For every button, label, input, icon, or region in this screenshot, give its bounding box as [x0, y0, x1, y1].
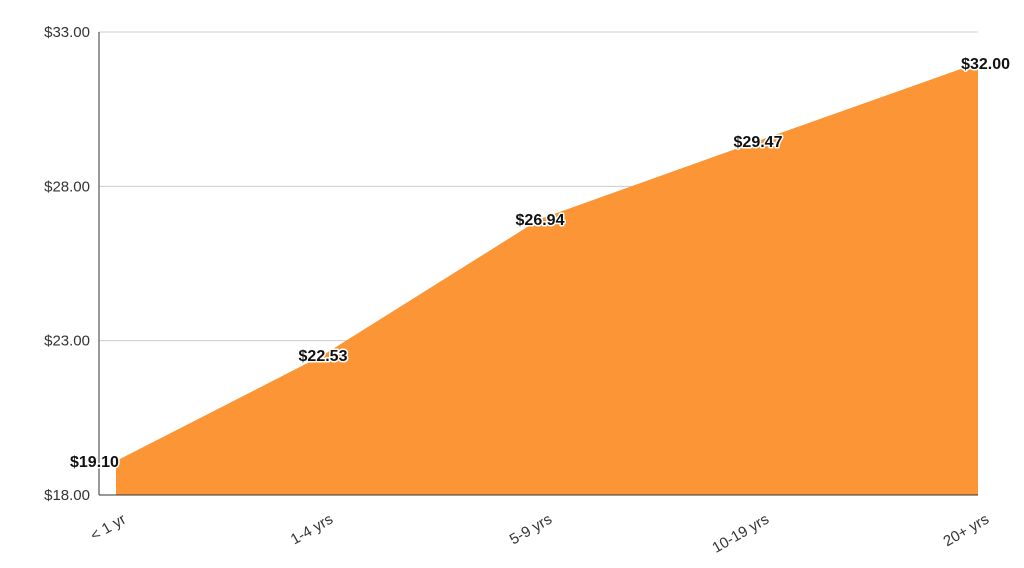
y-tick-label: $23.00 [44, 333, 90, 350]
y-tick-label: $28.00 [44, 178, 90, 195]
x-tick-label: 5-9 yrs [507, 511, 555, 549]
x-axis-ticks: < 1 yr 1-4 yrs 5-9 yrs 10-19 yrs 20+ yrs [88, 511, 992, 557]
data-label: $22.53 [299, 348, 348, 365]
data-label: $32.00 [961, 56, 1010, 73]
y-tick-label: $18.00 [44, 487, 90, 504]
data-label: $19.10 [70, 454, 119, 471]
data-label: $26.94 [516, 212, 565, 229]
axes [98, 32, 978, 496]
x-tick-label: 20+ yrs [941, 511, 992, 551]
data-labels: $19.10 $22.53 $26.94 $29.47 $32.00 [69, 54, 1012, 472]
data-label: $29.47 [734, 134, 783, 151]
area-fill [116, 62, 978, 495]
x-tick-label: < 1 yr [88, 511, 129, 545]
y-tick-label: $33.00 [44, 24, 90, 41]
x-tick-label: 1-4 yrs [288, 511, 336, 549]
y-axis-ticks: $18.00 $23.00 $28.00 $33.00 [44, 24, 90, 504]
x-tick-label: 10-19 yrs [709, 511, 772, 557]
area-series [116, 62, 978, 495]
